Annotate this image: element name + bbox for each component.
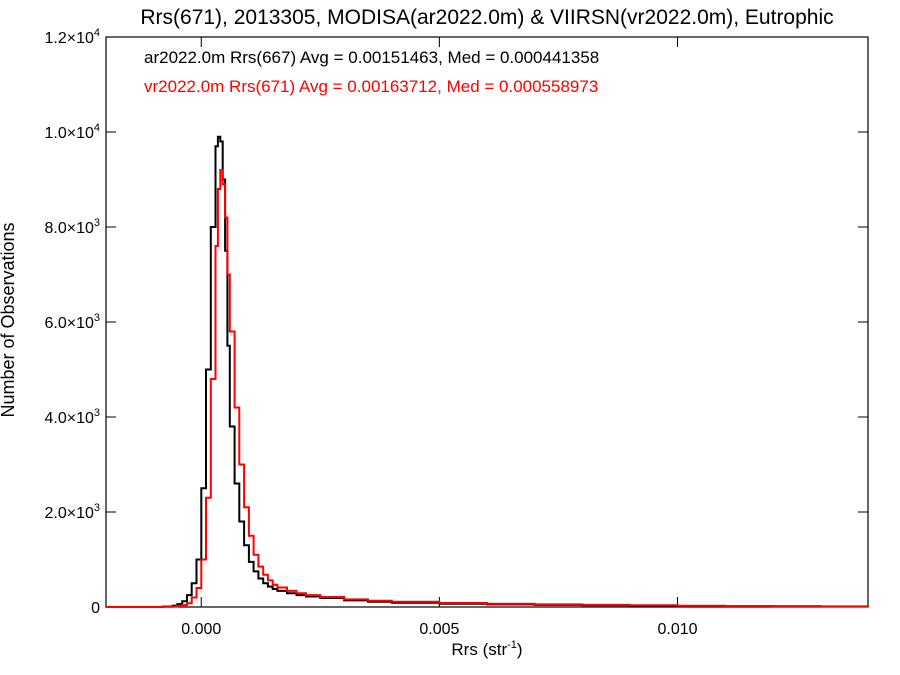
y-tick-label: 6.0×103 (44, 312, 100, 332)
y-axis-label: Number of Observations (0, 222, 18, 417)
plot-frame (105, 36, 869, 608)
x-tick-label: 0.010 (657, 621, 697, 638)
x-axis-label-base: Rrs (str (451, 640, 507, 659)
y-tick-label: 1.0×104 (44, 122, 100, 142)
y-tick-label: 0 (91, 600, 100, 617)
x-tick-label: 0.005 (419, 621, 459, 638)
y-tick-label: 2.0×103 (44, 502, 100, 522)
y-tick-label: 4.0×103 (44, 407, 100, 427)
series-line-0 (106, 135, 869, 608)
x-axis: 0.000 0.005 0.010 (181, 37, 698, 638)
legend-entry-1: vr2022.0m Rrs(671) Avg = 0.00163712, Med… (144, 77, 598, 96)
series-line-1 (106, 169, 869, 608)
y-tick-label: 1.2×104 (44, 27, 100, 47)
chart-title: Rrs(671), 2013305, MODISA(ar2022.0m) & V… (140, 6, 833, 29)
x-axis-label: Rrs (str-1) (451, 639, 522, 659)
series-group (106, 135, 869, 608)
x-axis-label-tail: ) (517, 640, 523, 659)
y-tick-label: 8.0×103 (44, 217, 100, 237)
x-axis-label-sup: -1 (507, 639, 517, 651)
y-axis: 0 2.0×103 4.0×103 6.0×103 8.0×103 1.0×104 1.2×… (44, 27, 868, 617)
legend-entry-0: ar2022.0m Rrs(667) Avg = 0.00151463, Med… (144, 48, 599, 67)
x-tick-label: 0.000 (181, 621, 221, 638)
